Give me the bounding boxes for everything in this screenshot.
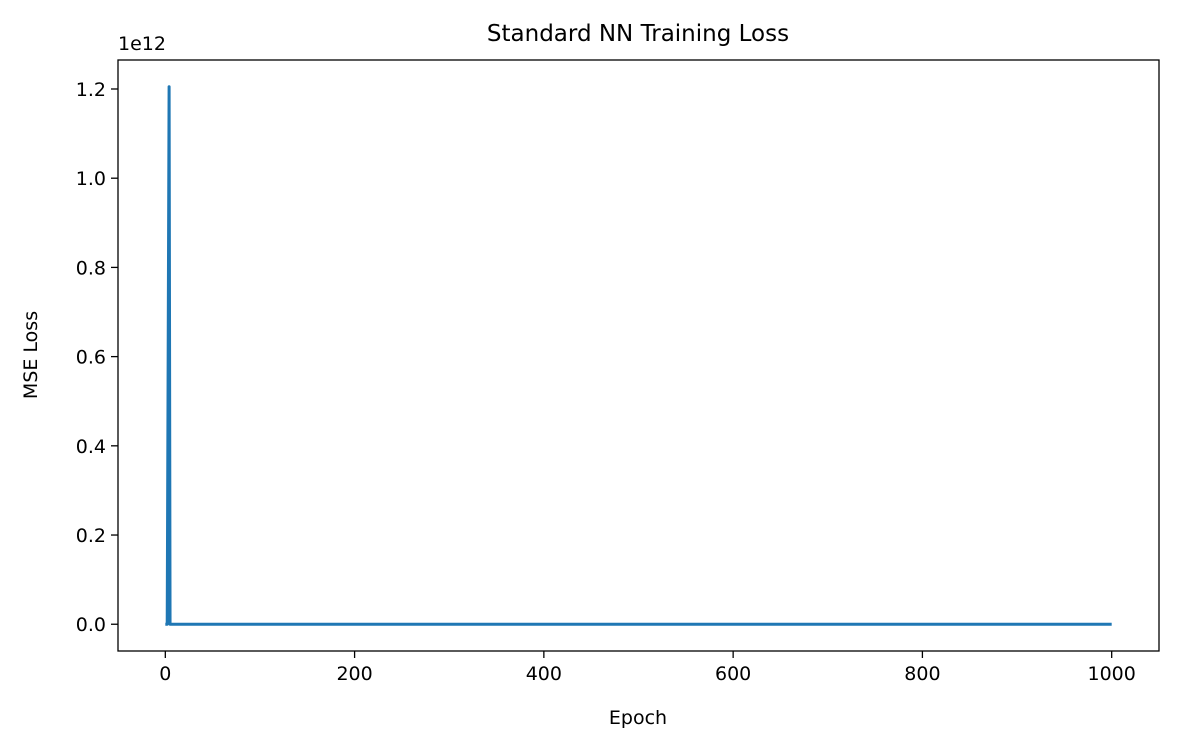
x-tick-label: 0 [159,663,171,685]
y-tick-label: 0.2 [76,525,106,547]
y-tick-label: 1.0 [76,168,106,190]
axes-frame [117,59,1160,652]
y-tick-label: 0.4 [76,436,106,458]
y-tick-label: 0.8 [76,257,106,279]
plot-area [164,85,1112,626]
y-tick-label: 0.0 [76,614,106,636]
y-axis: 0.0 0.2 0.4 0.6 0.8 1.0 1.2 [76,79,118,636]
x-tick-label: 600 [715,663,751,685]
x-axis: 0 200 400 600 800 1000 [159,651,1136,685]
x-tick-label: 1000 [1088,663,1136,685]
y-axis-offset-label: 1e12 [118,33,166,55]
y-axis-label: MSE Loss [20,311,42,399]
y-tick-label: 0.6 [76,347,106,369]
series-line [164,85,1112,626]
x-tick-label: 800 [904,663,940,685]
x-tick-label: 400 [526,663,562,685]
y-tick-label: 1.2 [76,79,106,101]
chart-title: Standard NN Training Loss [487,21,789,47]
x-axis-label: Epoch [609,707,667,729]
x-tick-label: 200 [336,663,372,685]
